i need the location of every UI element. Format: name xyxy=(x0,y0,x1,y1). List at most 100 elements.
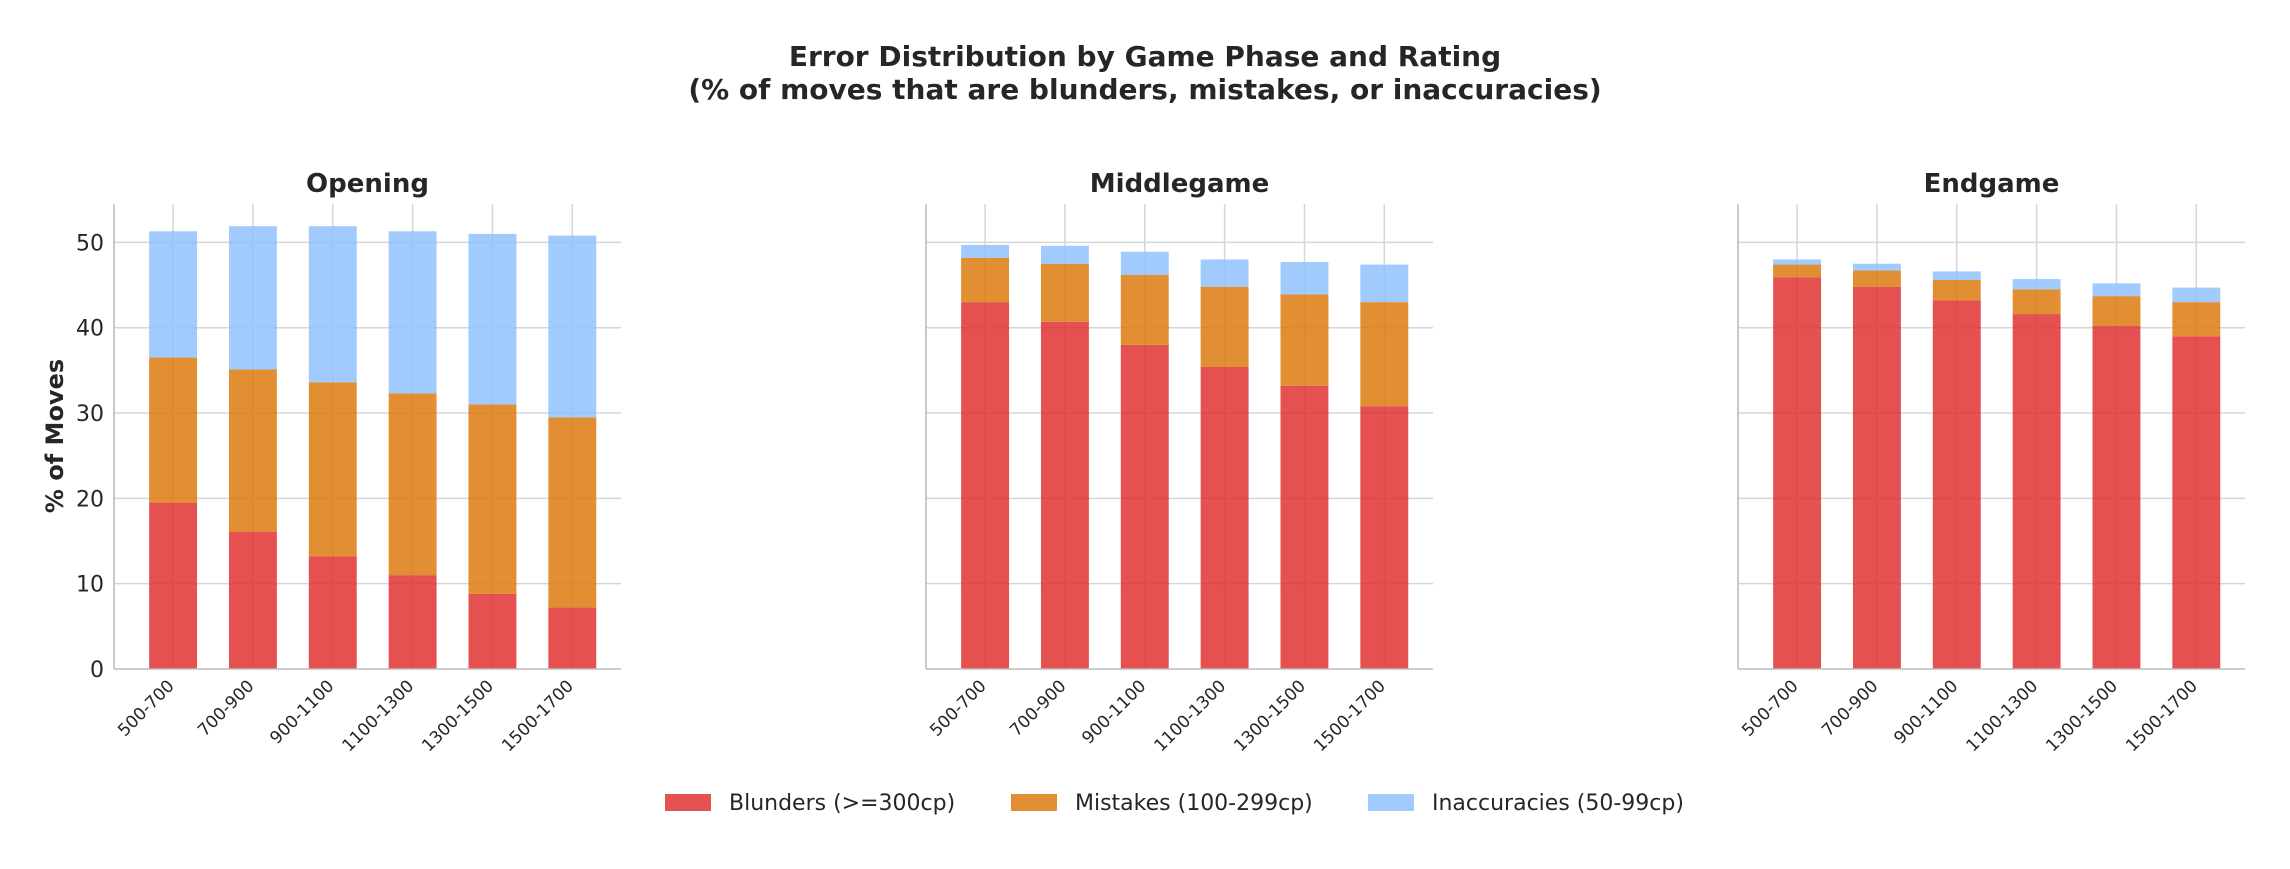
legend-item: Mistakes (100-299cp) xyxy=(1011,791,1313,816)
bar-inaccuracies xyxy=(228,226,277,370)
bar-inaccuracies xyxy=(2172,287,2221,303)
legend-label: Blunders (>=300cp) xyxy=(729,791,955,816)
x-tick-label: 1100-1300 xyxy=(338,676,418,756)
bar-mistakes xyxy=(468,404,517,594)
bar-blunders xyxy=(1852,286,1901,669)
bar-mistakes xyxy=(2092,296,2141,327)
bar-inaccuracies xyxy=(2012,279,2061,290)
bar-inaccuracies xyxy=(468,233,517,405)
bar-inaccuracies xyxy=(149,231,198,358)
legend-swatch xyxy=(1011,794,1057,811)
bar-mistakes xyxy=(2012,289,2061,315)
x-tick-label: 500-700 xyxy=(926,676,990,740)
bar-blunders xyxy=(228,531,277,669)
bar-inaccuracies xyxy=(308,226,357,383)
x-tick-label: 500-700 xyxy=(114,676,178,740)
chart-title: Error Distribution by Game Phase and Rat… xyxy=(789,40,1501,73)
bar-blunders xyxy=(548,607,597,669)
legend-swatch xyxy=(1368,794,1414,811)
bar-blunders xyxy=(1040,321,1089,669)
x-tick-label: 700-900 xyxy=(1818,676,1882,740)
panel-opening: 0 10 20 30 40 50 500-700 700-900 900-1100 1100-13… xyxy=(76,169,621,756)
bar-blunders xyxy=(1932,300,1981,669)
panel-title: Opening xyxy=(306,169,429,199)
bar-mistakes xyxy=(548,417,597,608)
y-tick-label: 20 xyxy=(76,487,104,512)
x-tick-label: 500-700 xyxy=(1738,676,1802,740)
legend-item: Blunders (>=300cp) xyxy=(665,791,955,816)
bar-blunders xyxy=(1120,344,1169,669)
x-tick-label: 1100-1300 xyxy=(1150,676,1230,756)
legend-item: Inaccuracies (50-99cp) xyxy=(1368,791,1684,816)
y-tick-label: 50 xyxy=(76,231,104,256)
x-tick-label: 900-1100 xyxy=(1078,676,1150,748)
bar-mistakes xyxy=(1932,279,1981,301)
panel-endgame: 500-700 700-900 900-1100 1100-1300 1300-1500… xyxy=(1737,169,2245,756)
legend-label: Mistakes (100-299cp) xyxy=(1075,791,1313,816)
bar-mistakes xyxy=(1280,294,1329,386)
bar-blunders xyxy=(1200,366,1249,669)
y-tick-label: 40 xyxy=(76,317,104,342)
y-tick-label: 0 xyxy=(90,658,104,683)
bar-inaccuracies xyxy=(1120,251,1169,275)
x-tick-label: 1300-1500 xyxy=(1230,676,1310,756)
bar-inaccuracies xyxy=(1360,264,1409,303)
x-tick-label: 1100-1300 xyxy=(1962,676,2042,756)
bar-blunders xyxy=(1280,385,1329,669)
x-tick-label: 1300-1500 xyxy=(2042,676,2122,756)
bar-mistakes xyxy=(1200,286,1249,367)
bar-mistakes xyxy=(1852,270,1901,287)
bar-mistakes xyxy=(961,257,1010,303)
bar-blunders xyxy=(468,593,517,669)
bar-blunders xyxy=(2172,336,2221,669)
bar-blunders xyxy=(388,575,437,669)
bar-blunders xyxy=(1360,406,1409,669)
bar-inaccuracies xyxy=(1773,259,1822,265)
x-tick-label: 900-1100 xyxy=(266,676,338,748)
legend: Blunders (>=300cp) Mistakes (100-299cp) In… xyxy=(665,791,1684,816)
x-tick-label: 1500-1700 xyxy=(498,676,578,756)
bar-mistakes xyxy=(1120,274,1169,345)
bar-mistakes xyxy=(1360,302,1409,407)
y-axis-label: % of Moves xyxy=(41,359,69,513)
bar-blunders xyxy=(2092,326,2141,669)
bar-mistakes xyxy=(308,382,357,557)
panel-title: Endgame xyxy=(1924,169,2060,199)
panel-middlegame: 500-700 700-900 900-1100 1100-1300 1300-1500… xyxy=(925,169,1433,756)
bar-inaccuracies xyxy=(1852,263,1901,271)
bar-inaccuracies xyxy=(1200,259,1249,287)
bar-inaccuracies xyxy=(388,231,437,394)
bar-mistakes xyxy=(149,357,198,503)
panel-title: Middlegame xyxy=(1090,169,1269,199)
bar-inaccuracies xyxy=(548,235,597,418)
chart-subtitle: (% of moves that are blunders, mistakes,… xyxy=(688,73,1601,106)
y-tick-label: 30 xyxy=(76,402,104,427)
x-tick-label: 900-1100 xyxy=(1890,676,1962,748)
bar-inaccuracies xyxy=(961,244,1010,258)
bar-mistakes xyxy=(1773,264,1822,278)
bar-blunders xyxy=(308,556,357,669)
bar-mistakes xyxy=(388,393,437,576)
legend-swatch xyxy=(665,794,711,811)
y-tick-label: 10 xyxy=(76,573,104,598)
bar-blunders xyxy=(961,302,1010,669)
bar-mistakes xyxy=(1040,263,1089,322)
x-tick-label: 1500-1700 xyxy=(1310,676,1390,756)
bar-blunders xyxy=(149,502,198,669)
legend-label: Inaccuracies (50-99cp) xyxy=(1432,791,1684,816)
bar-blunders xyxy=(1773,277,1822,669)
bar-inaccuracies xyxy=(2092,283,2141,297)
x-tick-label: 1300-1500 xyxy=(418,676,498,756)
bar-inaccuracies xyxy=(1040,245,1089,264)
bar-mistakes xyxy=(2172,302,2221,337)
bar-inaccuracies xyxy=(1280,262,1329,295)
x-tick-label: 700-900 xyxy=(1006,676,1070,740)
bar-blunders xyxy=(2012,314,2061,669)
bar-inaccuracies xyxy=(1932,271,1981,280)
bar-mistakes xyxy=(228,369,277,532)
x-tick-label: 700-900 xyxy=(194,676,258,740)
x-tick-label: 1500-1700 xyxy=(2122,676,2202,756)
